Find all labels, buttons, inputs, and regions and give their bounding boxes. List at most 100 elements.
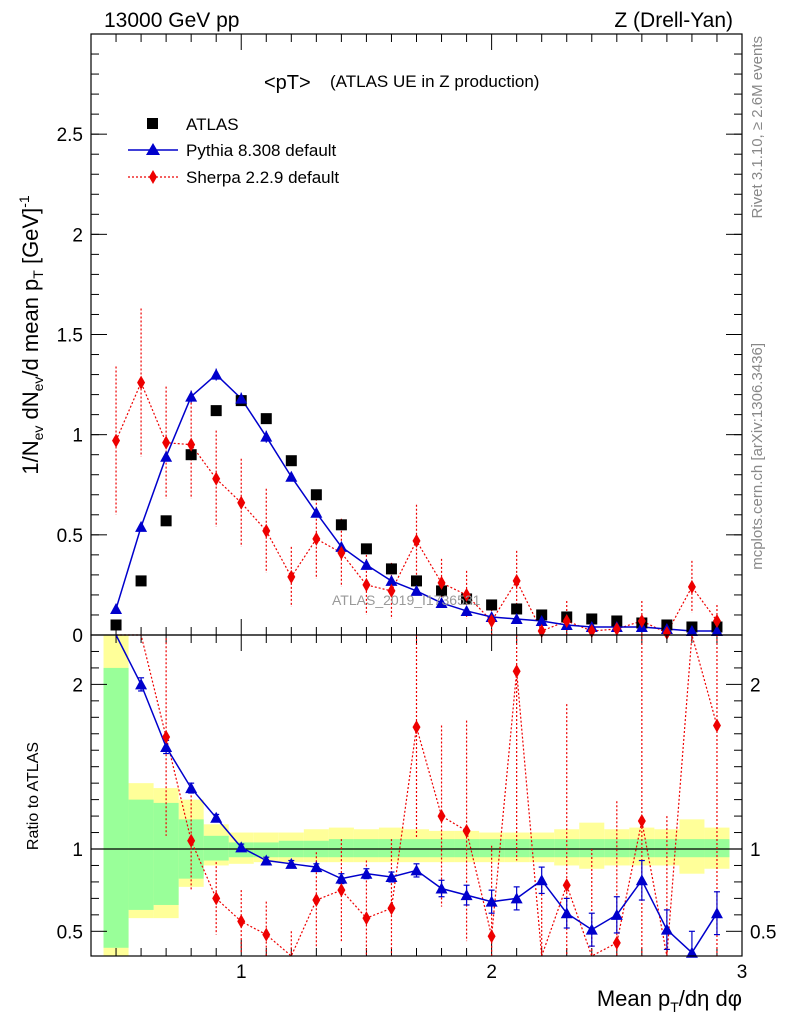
sherpa-ratio-point (162, 730, 171, 745)
pythia-main-point (160, 450, 173, 462)
legend-pythia-marker (146, 143, 160, 155)
pythia-ratio-point (235, 841, 248, 853)
sherpa-main-point (437, 575, 446, 590)
sherpa-main-point (262, 523, 271, 538)
pythia-main-point (235, 392, 248, 404)
legend-atlas-label: ATLAS (186, 115, 239, 134)
atlas-uncertainty-band-inner (103, 667, 129, 948)
main-y-tick-label: 1 (72, 426, 83, 447)
sherpa-main-point (387, 583, 396, 598)
atlas-uncertainty-band-inner (153, 802, 179, 905)
pythia-ratio-point (385, 870, 398, 882)
main-panel: 0 0.5 1 1.5 2 2.5 (57, 34, 743, 647)
atlas-data-point (210, 405, 222, 417)
main-y-tick-label: 2.5 (57, 125, 83, 146)
sherpa-main-point (237, 495, 246, 510)
sherpa-main-point (637, 613, 646, 628)
ratio-y-tick-label-right: 1 (750, 840, 761, 861)
pythia-ratio-point (210, 811, 223, 823)
sherpa-ratio-point (462, 823, 471, 838)
analysis-watermark: ATLAS_2019_I1736531 (332, 592, 481, 608)
sherpa-main-point (337, 545, 346, 560)
svg-text:1/Nev dNev/d mean pT [GeV]-1: 1/Nev dNev/d mean pT [GeV]-1 (16, 195, 46, 475)
sherpa-main-point (312, 531, 321, 546)
sherpa-main-point (712, 613, 721, 628)
x-tick-label: 3 (737, 962, 748, 983)
pythia-main-point (410, 584, 423, 596)
sherpa-main-point (187, 437, 196, 452)
pythia-ratio-point (485, 895, 498, 907)
pythia-main-point (385, 574, 398, 586)
pythia-main-point (110, 602, 123, 614)
sherpa-main-point (662, 625, 671, 640)
legend-sherpa-label: Sherpa 2.2.9 default (186, 168, 339, 187)
pythia-main-point (360, 558, 373, 570)
sherpa-main-point (412, 533, 421, 548)
sherpa-ratio-point (362, 911, 371, 926)
atlas-data-point (436, 585, 448, 597)
atlas-data-point (160, 515, 172, 527)
sherpa-main-point (162, 435, 171, 450)
ratio-y-tick-label: 2 (72, 675, 83, 696)
pythia-ratio-point (435, 882, 448, 894)
header-right: Z (Drell-Yan) (614, 9, 733, 32)
pythia-ratio-point (310, 861, 323, 873)
sherpa-ratio-point (487, 929, 496, 944)
sherpa-main-point (112, 433, 121, 448)
ratio-y-tick-label: 0.5 (57, 922, 83, 943)
sherpa-ratio-point (187, 833, 196, 848)
atlas-data-point (385, 563, 397, 575)
atlas-uncertainty-band-inner (253, 842, 279, 858)
legend-sherpa: Sherpa 2.2.9 default (128, 168, 339, 187)
sherpa-main-point (462, 587, 471, 602)
header-left: 13000 GeV pp (104, 9, 239, 32)
ratio-y-tick-label: 1 (72, 840, 83, 861)
x-tick-label: 1 (236, 962, 247, 983)
pythia-main-point (135, 520, 148, 532)
atlas-uncertainty-band-inner (579, 839, 605, 858)
plot-title-main: <pT> (264, 72, 311, 94)
sherpa-main-point (512, 573, 521, 588)
atlas-uncertainty-band-inner (403, 839, 430, 858)
sherpa-main-point (362, 577, 371, 592)
ratio-panel: 0.5 0.5 1 1 2 2 1 2 3 (57, 634, 776, 983)
legend-sherpa-marker (149, 170, 157, 184)
pythia-main-point (260, 430, 273, 442)
sherpa-ratio-point (337, 883, 346, 898)
sherpa-ratio-point (512, 664, 521, 679)
pythia-ratio-point (335, 872, 348, 884)
atlas-data-point (135, 575, 147, 587)
pythia-ratio-point (260, 854, 273, 866)
main-y-tick-label: 1.5 (57, 326, 83, 347)
atlas-data-point (511, 603, 523, 615)
pythia-main-point (285, 470, 298, 482)
sherpa-main-point (612, 621, 621, 636)
atlas-uncertainty-band-inner (353, 839, 379, 858)
sherpa-ratio-point (262, 927, 271, 942)
sherpa-main-point (687, 579, 696, 594)
x-axis-title: Mean pT/dη dφ (597, 986, 742, 1015)
sherpa-main-point (137, 375, 146, 390)
atlas-data-point (411, 575, 422, 587)
sherpa-main-point (487, 613, 496, 628)
atlas-data-point (185, 449, 197, 461)
rivet-label: Rivet 3.1.10, ≥ 2.6M events (749, 36, 766, 219)
atlas-data-point (611, 615, 623, 627)
atlas-data-point (360, 543, 372, 555)
pythia-ratio-point (160, 740, 173, 752)
atlas-uncertainty-band-inner (454, 839, 480, 858)
pythia-ratio-point (460, 889, 473, 901)
main-y-tick-label: 2 (72, 225, 83, 246)
sherpa-ratio-point (562, 878, 571, 893)
ratio-frame (90, 634, 743, 957)
atlas-uncertainty-band-inner (479, 839, 505, 858)
main-y-tick-label: 0.5 (57, 526, 83, 547)
pythia-ratio-point (660, 923, 673, 935)
pythia-ratio-point (360, 867, 373, 879)
pythia-main-point (435, 596, 448, 608)
ratio-y-tick-label-right: 0.5 (750, 922, 776, 943)
sherpa-main-point (212, 471, 221, 486)
atlas-uncertainty-band-inner (203, 835, 229, 861)
pythia-ratio-point (135, 678, 148, 690)
pythia-main-point (310, 506, 323, 518)
